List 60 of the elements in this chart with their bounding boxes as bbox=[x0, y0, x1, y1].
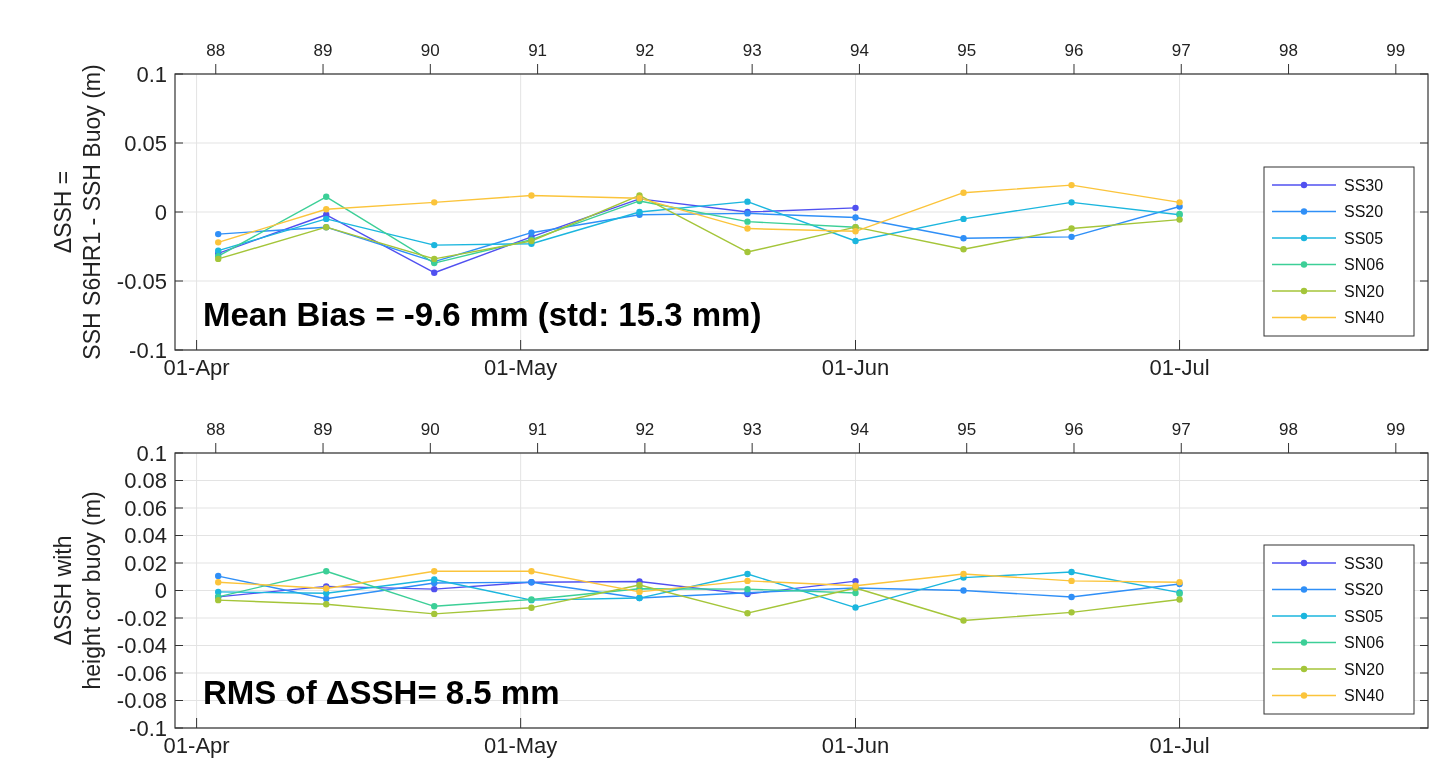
x2-tick-label: 90 bbox=[420, 41, 440, 60]
annotation: Mean Bias = -9.6 mm (std: 15.3 mm) bbox=[203, 296, 762, 333]
y-tick-label: -0.02 bbox=[116, 605, 167, 631]
y-tick-label: -0.05 bbox=[116, 268, 167, 294]
annotation: RMS of ΔSSH= 8.5 mm bbox=[203, 674, 560, 711]
y-tick-label: 0.06 bbox=[124, 495, 167, 521]
x2-tick-label: 94 bbox=[849, 420, 869, 439]
y-tick-label: 0 bbox=[154, 578, 167, 604]
x2-tick-label: 96 bbox=[1064, 420, 1084, 439]
x2-tick-label: 95 bbox=[957, 41, 977, 60]
x-tick-label: 01-May bbox=[483, 733, 558, 758]
y-axis-title: ΔSSH = SSH S6HR1 - SSH Buoy (m) bbox=[50, 64, 105, 360]
legend-label: SN40 bbox=[1344, 687, 1385, 705]
y-tick-label: 0.1 bbox=[136, 61, 167, 87]
x2-tick-label: 88 bbox=[206, 420, 226, 439]
legend-label: SN06 bbox=[1344, 634, 1385, 652]
x-tick-label: 01-Jul bbox=[1149, 355, 1210, 380]
legend-label: SS20 bbox=[1344, 203, 1384, 221]
legend-label: SS05 bbox=[1344, 607, 1384, 625]
y-tick-label: -0.08 bbox=[116, 688, 167, 714]
y-tick-label: 0 bbox=[154, 199, 167, 225]
y-tick-label: 0.02 bbox=[124, 550, 167, 576]
x2-tick-label: 91 bbox=[528, 41, 548, 60]
y-tick-label: 0.04 bbox=[124, 523, 167, 549]
x2-tick-label: 95 bbox=[957, 420, 977, 439]
x2-tick-label: 97 bbox=[1171, 420, 1191, 439]
x2-tick-label: 90 bbox=[420, 420, 440, 439]
legend-label: SS20 bbox=[1344, 581, 1384, 599]
x2-tick-label: 97 bbox=[1171, 41, 1191, 60]
x-tick-label: 01-Jun bbox=[821, 355, 890, 380]
x2-tick-label: 92 bbox=[635, 41, 655, 60]
x2-tick-label: 89 bbox=[313, 420, 333, 439]
x-tick-label: 01-Jul bbox=[1149, 733, 1210, 758]
y-tick-label: -0.06 bbox=[116, 660, 167, 686]
x2-tick-label: 92 bbox=[635, 420, 655, 439]
x2-tick-label: 88 bbox=[206, 41, 226, 60]
y-tick-label: 0.05 bbox=[124, 130, 167, 156]
x2-tick-label: 91 bbox=[528, 420, 548, 439]
x2-tick-label: 93 bbox=[742, 420, 762, 439]
x2-tick-label: 94 bbox=[849, 41, 869, 60]
legend-label: SS05 bbox=[1344, 229, 1384, 247]
y-tick-label: 0.1 bbox=[136, 440, 167, 466]
x2-tick-label: 99 bbox=[1386, 420, 1406, 439]
x-tick-label: 01-May bbox=[483, 355, 558, 380]
legend-label: SN06 bbox=[1344, 256, 1385, 274]
x2-tick-label: 96 bbox=[1064, 41, 1084, 60]
legend-label: SN40 bbox=[1344, 309, 1385, 327]
legend-label: SN20 bbox=[1344, 660, 1385, 678]
legend-label: SN20 bbox=[1344, 282, 1385, 300]
x-tick-label: 01-Jun bbox=[821, 733, 890, 758]
x2-tick-label: 93 bbox=[742, 41, 762, 60]
y-tick-label: -0.04 bbox=[116, 633, 167, 659]
x2-tick-label: 98 bbox=[1279, 41, 1298, 60]
x2-tick-label: 99 bbox=[1386, 41, 1406, 60]
x2-tick-label: 98 bbox=[1279, 420, 1298, 439]
x2-tick-label: 89 bbox=[313, 41, 333, 60]
y-axis-title: ΔSSH with height cor buoy (m) bbox=[50, 491, 105, 690]
legend-label: SS30 bbox=[1344, 176, 1384, 194]
y-tick-label: 0.08 bbox=[124, 468, 167, 494]
legend-label: SS30 bbox=[1344, 554, 1384, 572]
